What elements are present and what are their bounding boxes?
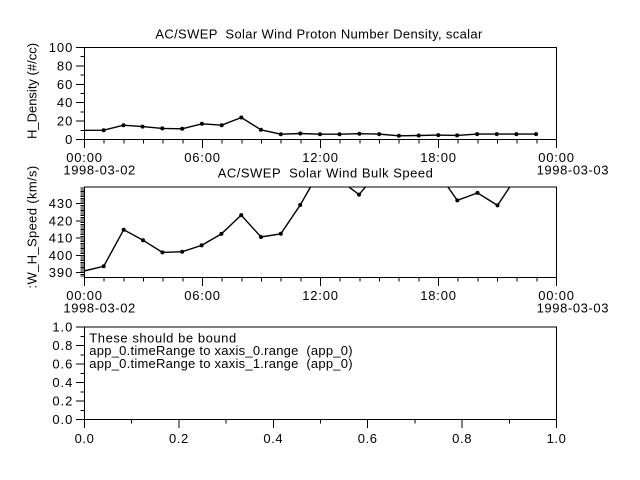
svg-text:40: 40	[57, 95, 73, 110]
svg-text:1998-03-02: 1998-03-02	[63, 163, 135, 178]
svg-text:These should be bound: These should be bound	[89, 330, 236, 345]
svg-text:H_Density (#/cc): H_Density (#/cc)	[25, 43, 40, 139]
svg-text::W_H_Speed (km/s): :W_H_Speed (km/s)	[25, 166, 40, 289]
svg-text:00:00: 00:00	[538, 288, 575, 303]
svg-text:1.0: 1.0	[547, 431, 567, 446]
svg-text:app_0.timeRange to xaxis_0.ran: app_0.timeRange to xaxis_0.range (app_0)	[89, 343, 353, 358]
svg-text:20: 20	[57, 114, 73, 129]
svg-text:80: 80	[57, 58, 73, 73]
svg-text:0.2: 0.2	[169, 431, 189, 446]
svg-text:12:00: 12:00	[302, 288, 339, 303]
svg-text:06:00: 06:00	[184, 288, 221, 303]
svg-text:0.8: 0.8	[52, 338, 73, 353]
svg-text:app_0.timeRange to xaxis_1.ran: app_0.timeRange to xaxis_1.range (app_0)	[89, 356, 353, 371]
svg-text:0: 0	[65, 132, 73, 147]
svg-text:0.8: 0.8	[452, 431, 472, 446]
svg-text:12:00: 12:00	[302, 150, 339, 165]
svg-text:00:00: 00:00	[66, 150, 103, 165]
svg-text:420: 420	[49, 213, 74, 228]
svg-text:0.0: 0.0	[75, 431, 95, 446]
svg-text:0.0: 0.0	[52, 412, 73, 427]
svg-text:0.4: 0.4	[263, 431, 283, 446]
svg-text:1.0: 1.0	[52, 320, 73, 335]
svg-text:410: 410	[49, 231, 74, 246]
svg-text:1998-03-02: 1998-03-02	[63, 301, 135, 316]
svg-text:0.6: 0.6	[52, 357, 73, 372]
svg-text:0.4: 0.4	[52, 375, 73, 390]
svg-text:100: 100	[49, 40, 74, 55]
svg-text:00:00: 00:00	[66, 288, 103, 303]
svg-text:18:00: 18:00	[420, 150, 457, 165]
svg-text:400: 400	[49, 248, 74, 263]
svg-text:AC/SWEP Solar Wind Bulk Speed: AC/SWEP Solar Wind Bulk Speed	[218, 166, 434, 181]
svg-text:60: 60	[57, 77, 73, 92]
svg-text:0.6: 0.6	[358, 431, 378, 446]
svg-text:06:00: 06:00	[184, 150, 221, 165]
svg-text:AC/SWEP Solar Wind Proton Num: AC/SWEP Solar Wind Proton Number Density…	[155, 27, 483, 42]
svg-text:0.2: 0.2	[52, 394, 73, 409]
svg-text:18:00: 18:00	[420, 288, 457, 303]
svg-text:00:00: 00:00	[538, 150, 575, 165]
svg-text:1998-03-03: 1998-03-03	[537, 301, 610, 316]
svg-text:430: 430	[49, 196, 74, 211]
svg-text:390: 390	[49, 265, 74, 280]
svg-text:1998-03-03: 1998-03-03	[537, 163, 610, 178]
